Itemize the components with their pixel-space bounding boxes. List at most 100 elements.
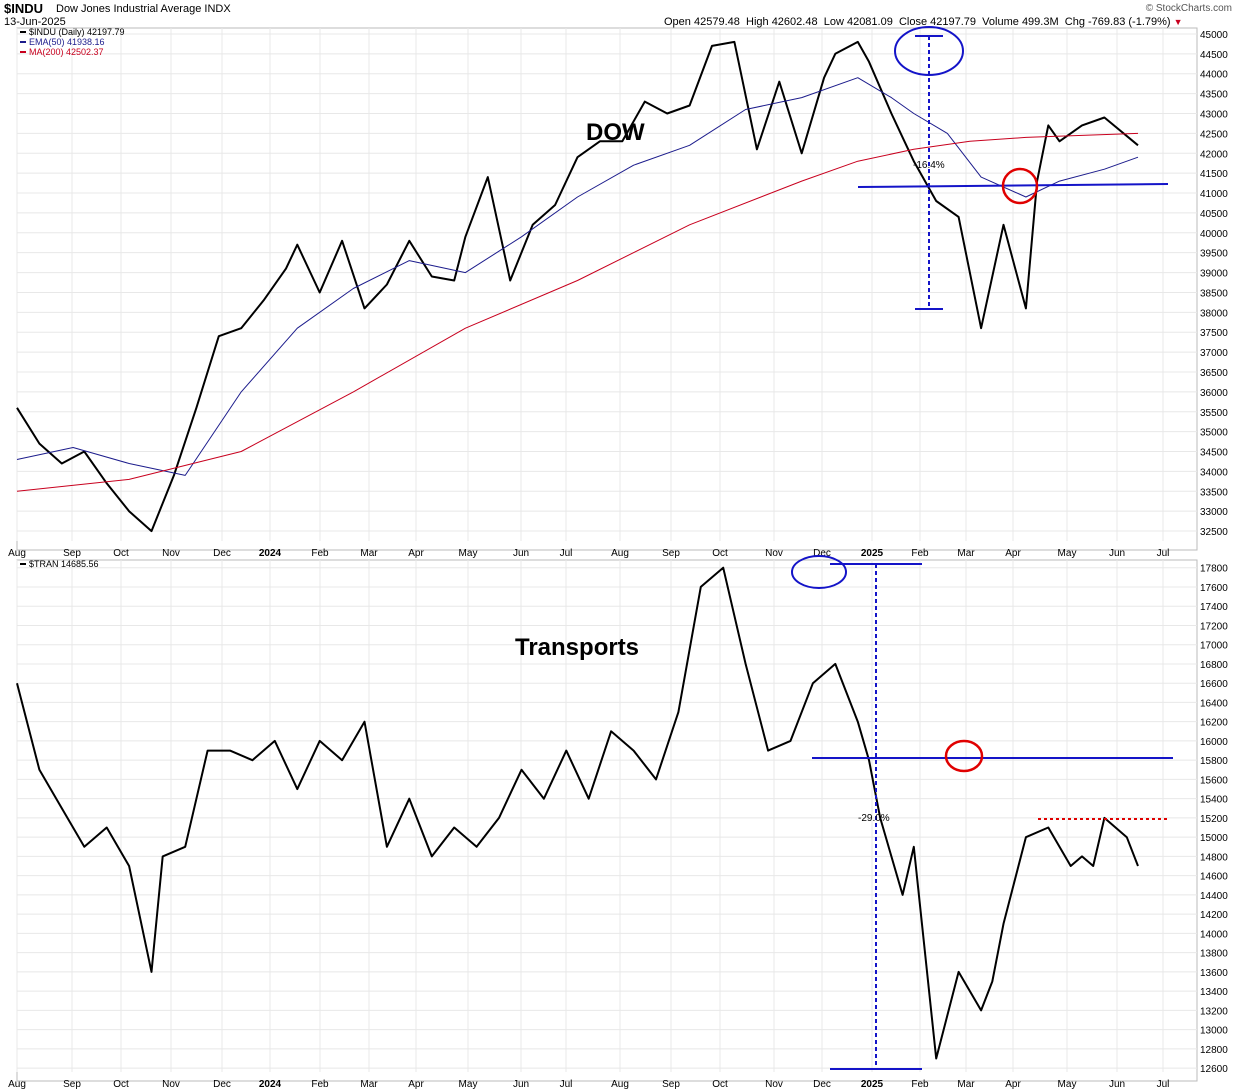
y-tick-label: 16000 [1200, 737, 1228, 748]
y-tick-label: 15400 [1200, 795, 1228, 806]
x-tick-label: Jun [513, 1079, 529, 1090]
down-arrow-icon: ▼ [1173, 17, 1183, 27]
y-tick-label: 14200 [1200, 910, 1228, 921]
y-tick-label: 16600 [1200, 679, 1228, 690]
y-tick-label: 13000 [1200, 1026, 1228, 1037]
y-tick-label: 43000 [1200, 110, 1228, 121]
x-tick-label: Feb [911, 1079, 929, 1090]
y-tick-label: 15800 [1200, 756, 1228, 767]
x-tick-label: 2025 [861, 1079, 884, 1090]
x-tick-label: Dec [813, 1079, 831, 1090]
x-tick-label: Jun [1109, 548, 1125, 559]
x-tick-label: Dec [813, 548, 831, 559]
y-tick-label: 17400 [1200, 602, 1228, 613]
y-tick-label: 41000 [1200, 189, 1228, 200]
change-value: -769.83 (-1.79%) [1088, 16, 1171, 28]
y-tick-label: 36000 [1200, 388, 1228, 399]
y-tick-label: 37500 [1200, 328, 1228, 339]
x-tick-label: Aug [8, 1079, 26, 1090]
x-tick-label: Sep [662, 548, 680, 559]
x-tick-label: Aug [611, 1079, 629, 1090]
series-line-ema-50- [16, 77, 1139, 476]
chart-date: 13-Jun-2025 [4, 16, 66, 28]
low-value: 42081.09 [846, 16, 893, 28]
y-tick-label: 37000 [1200, 348, 1228, 359]
legend-entry: $INDU (Daily) 42197.79 [29, 27, 125, 37]
x-tick-label: Jul [1157, 548, 1170, 559]
y-tick-label: 16200 [1200, 718, 1228, 729]
y-tick-label: 15000 [1200, 833, 1228, 844]
y-tick-label: 17200 [1200, 621, 1228, 632]
peak-ellipse [791, 555, 847, 589]
x-tick-label: Oct [712, 1079, 728, 1090]
x-tick-label: Feb [311, 548, 329, 559]
x-tick-label: May [459, 1079, 478, 1090]
y-tick-label: 38500 [1200, 288, 1228, 299]
y-tick-label: 35000 [1200, 428, 1228, 439]
chart-instrument-name: Dow Jones Industrial Average INDX [56, 3, 231, 15]
y-tick-label: 41500 [1200, 169, 1228, 180]
y-tick-label: 13600 [1200, 968, 1228, 979]
y-tick-label: 43500 [1200, 90, 1228, 101]
x-tick-label: May [459, 548, 478, 559]
y-tick-label: 38000 [1200, 308, 1228, 319]
legend-entry: EMA(50) 41938.16 [29, 37, 105, 47]
series-line-ma-200- [16, 132, 1139, 492]
y-tick-label: 33000 [1200, 507, 1228, 518]
ohlc-readout: Open 42579.48 High 42602.48 Low 42081.09… [664, 16, 1183, 28]
x-tick-label: May [1058, 548, 1077, 559]
y-tick-label: 14600 [1200, 872, 1228, 883]
y-tick-label: 16400 [1200, 698, 1228, 709]
x-tick-label: 2024 [259, 1079, 282, 1090]
legend-entry: MA(200) 42502.37 [29, 47, 104, 57]
y-tick-label: 36500 [1200, 368, 1228, 379]
chart-symbol: $INDU [4, 1, 44, 16]
volume-value: 499.3M [1021, 16, 1059, 28]
x-tick-label: Oct [113, 1079, 129, 1090]
x-tick-label: Feb [911, 548, 929, 559]
breakdown-circle [944, 739, 984, 773]
y-tick-label: 14400 [1200, 891, 1228, 902]
volume-label: Volume [982, 16, 1019, 28]
y-tick-label: 39000 [1200, 269, 1228, 280]
drawdown-label: -16.4% [913, 160, 945, 171]
x-tick-label: Nov [765, 1079, 783, 1090]
x-tick-label: Apr [408, 1079, 424, 1090]
y-tick-label: 17600 [1200, 583, 1228, 594]
high-label: High [746, 16, 769, 28]
y-tick-label: 40000 [1200, 229, 1228, 240]
change-label: Chg [1064, 16, 1085, 28]
y-tick-label: 45000 [1200, 30, 1228, 41]
x-tick-label: Aug [611, 548, 629, 559]
y-tick-label: 16800 [1200, 660, 1228, 671]
y-tick-label: 33500 [1200, 487, 1228, 498]
x-tick-label: 2025 [861, 548, 884, 559]
open-label: Open [664, 16, 691, 28]
y-tick-label: 15600 [1200, 775, 1228, 786]
series-line--tran [16, 566, 1139, 1060]
y-tick-label: 13200 [1200, 1006, 1228, 1017]
y-tick-label: 42000 [1200, 149, 1228, 160]
x-tick-label: Feb [311, 1079, 329, 1090]
y-tick-label: 17000 [1200, 641, 1228, 652]
annotation-dow-label: DOW [586, 119, 645, 146]
x-tick-label: Mar [360, 548, 378, 559]
y-tick-label: 34000 [1200, 467, 1228, 478]
y-tick-label: 14800 [1200, 852, 1228, 863]
y-tick-label: 35500 [1200, 408, 1228, 419]
x-tick-label: Apr [408, 548, 424, 559]
y-tick-label: 12600 [1200, 1064, 1228, 1075]
close-label: Close [898, 16, 928, 28]
y-tick-label: 39500 [1200, 249, 1228, 260]
x-tick-label: Mar [360, 1079, 378, 1090]
support-line [857, 183, 1169, 188]
x-tick-label: Jul [560, 1079, 573, 1090]
x-tick-label: Jun [1109, 1079, 1125, 1090]
y-tick-label: 44500 [1200, 50, 1228, 61]
x-tick-label: Dec [213, 1079, 231, 1090]
x-tick-label: Aug [8, 548, 26, 559]
x-tick-label: 2024 [259, 548, 282, 559]
breakdown-circle [1001, 167, 1039, 205]
x-tick-label: Mar [957, 548, 975, 559]
